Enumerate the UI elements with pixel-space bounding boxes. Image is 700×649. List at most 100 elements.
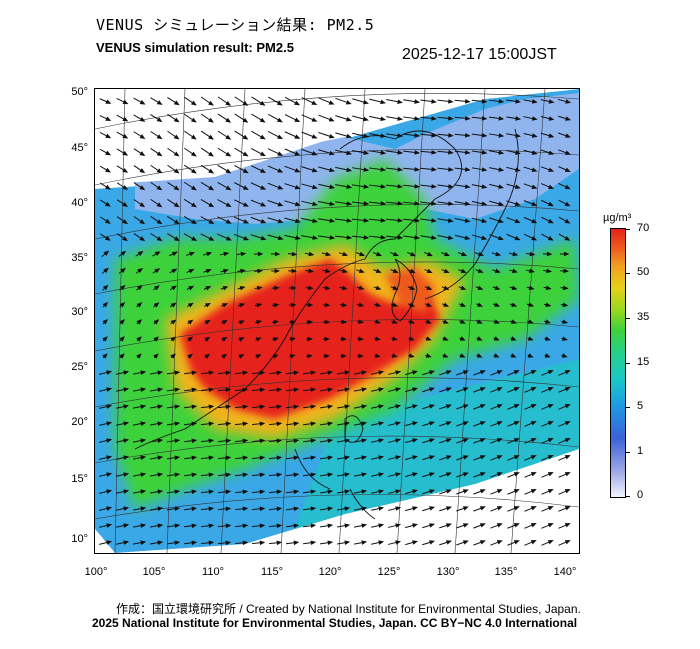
low-concentration-north xyxy=(135,93,579,229)
wind-arrowhead xyxy=(102,336,108,342)
wind-arrowhead xyxy=(225,489,232,495)
wind-arrowhead xyxy=(327,540,334,546)
wind-arrowhead xyxy=(140,472,147,477)
wind-arrowhead xyxy=(363,116,369,122)
wind-arrowhead xyxy=(346,201,353,206)
wind-arrowhead xyxy=(446,489,452,494)
wind-arrowhead xyxy=(412,421,419,426)
wind-arrowhead xyxy=(496,506,503,511)
wind-arrowhead xyxy=(105,116,112,121)
wind-arrowhead xyxy=(380,218,387,223)
wind-arrowhead xyxy=(307,336,313,342)
wind-arrowhead xyxy=(496,455,503,460)
wind-arrowhead xyxy=(276,387,283,393)
wind-arrowhead xyxy=(565,116,572,121)
wind-arrowhead xyxy=(259,370,266,376)
wind-arrowhead xyxy=(412,438,419,443)
wind-arrowhead xyxy=(481,167,488,172)
page-title-japanese: VENUS シミュレーション結果: PM2.5 xyxy=(96,16,375,34)
wind-arrowhead xyxy=(448,99,454,104)
wind-arrowhead xyxy=(395,438,402,443)
wind-arrowhead xyxy=(515,99,522,104)
wind-arrowhead xyxy=(191,455,198,461)
wind-arrowhead xyxy=(395,489,402,494)
wind-arrowhead xyxy=(426,285,433,290)
wind-arrowhead xyxy=(342,251,349,257)
wind-arrowhead xyxy=(431,167,437,172)
wind-arrowhead xyxy=(123,404,130,409)
wind-arrowhead xyxy=(425,336,432,341)
wind-arrowhead xyxy=(259,540,266,546)
wind-arrowhead xyxy=(346,218,353,223)
wind-arrowhead xyxy=(464,235,471,241)
wind-arrowhead xyxy=(290,302,297,308)
wind-arrowhead xyxy=(243,236,250,241)
wind-arrowhead xyxy=(153,302,160,308)
wind-arrowhead xyxy=(119,336,125,342)
wind-arrowhead xyxy=(106,387,113,392)
wind-arrowhead xyxy=(119,353,125,359)
wind-arrowhead xyxy=(242,404,249,410)
wind-arrowhead xyxy=(380,99,386,105)
wind-arrowhead xyxy=(136,319,143,325)
wind-arrowhead xyxy=(190,134,197,140)
wind-arrowhead xyxy=(173,219,180,225)
lat-tick-50: 50° xyxy=(71,86,88,98)
wind-arrowhead xyxy=(259,387,266,393)
wind-arrowhead xyxy=(378,472,385,477)
wind-arrowhead xyxy=(414,116,421,121)
wind-arrowhead xyxy=(397,167,404,172)
lon-tick-135: 135° xyxy=(494,566,518,578)
wind-arrowhead xyxy=(548,99,555,104)
wind-arrowhead xyxy=(157,370,164,375)
wind-arrowhead xyxy=(527,353,534,358)
wind-arrowhead xyxy=(448,133,454,138)
wind-arrowhead xyxy=(359,251,366,257)
wind-arrowhead xyxy=(259,472,266,478)
wind-arrowhead xyxy=(545,285,552,291)
wind-arrowhead xyxy=(564,438,571,443)
wind-arrowhead xyxy=(123,523,130,528)
wind-arrowhead xyxy=(260,235,267,241)
wind-arrowhead xyxy=(273,320,280,325)
wind-arrowhead xyxy=(481,201,488,206)
wind-arrowhead xyxy=(414,218,421,223)
lon-tick-105: 105° xyxy=(142,566,166,578)
wind-arrowhead xyxy=(225,455,232,461)
lat-tick-20: 20° xyxy=(71,416,88,428)
wind-arrowhead xyxy=(479,370,486,375)
wind-arrowhead xyxy=(290,319,297,325)
wind-arrowhead xyxy=(564,370,571,375)
wind-arrowhead xyxy=(391,336,398,341)
wind-arrowhead xyxy=(431,201,437,206)
wind-arrowhead xyxy=(442,319,449,324)
wind-arrowhead xyxy=(123,438,130,443)
wind-arrowhead xyxy=(173,202,180,208)
wind-arrowhead xyxy=(329,201,336,206)
wind-arrowhead xyxy=(276,421,283,427)
wind-arrowhead xyxy=(242,134,249,140)
wind-arrowhead xyxy=(294,201,301,207)
wind-arrowhead xyxy=(431,150,437,155)
wind-arrowhead xyxy=(464,150,471,155)
wind-arrowhead xyxy=(272,354,279,359)
wind-arrowhead xyxy=(547,387,554,392)
wind-arrowhead xyxy=(363,133,370,139)
wind-arrowhead xyxy=(291,285,297,291)
wind-arrowhead xyxy=(106,455,113,460)
wind-arrowhead xyxy=(157,404,164,409)
wind-arrowhead xyxy=(327,506,334,512)
wind-arrowhead xyxy=(562,319,569,324)
wind-arrowhead xyxy=(140,370,147,375)
wind-arrowhead xyxy=(476,353,483,358)
wind-arrowhead xyxy=(341,353,347,359)
wind-arrowhead xyxy=(102,353,108,359)
wind-arrowhead xyxy=(444,251,450,257)
wind-arrowhead xyxy=(157,421,164,426)
wind-arrowhead xyxy=(122,133,129,139)
wind-arrowhead xyxy=(412,370,419,375)
wind-arrowhead xyxy=(513,438,520,443)
wind-arrowhead xyxy=(479,404,486,409)
wind-arrowhead xyxy=(225,100,232,106)
lat-tick-45: 45° xyxy=(71,142,88,154)
